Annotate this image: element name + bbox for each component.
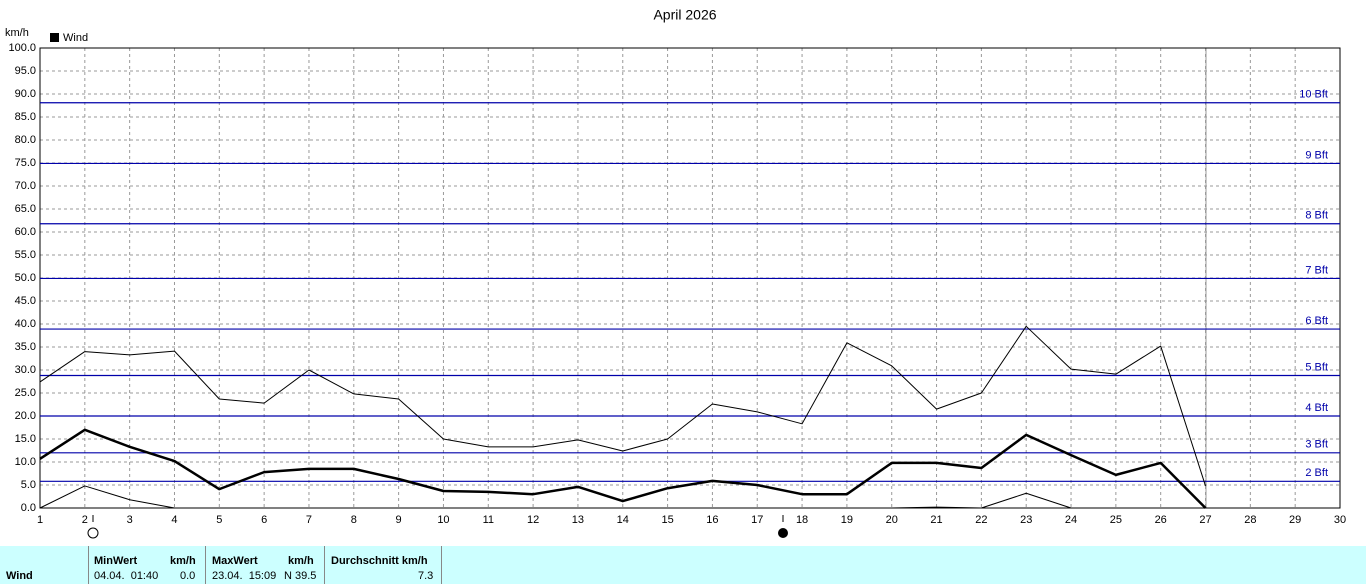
y-tick-label: 65.0 xyxy=(15,203,36,215)
cell: 7.3 xyxy=(418,570,434,582)
x-tick-label: 17 xyxy=(751,514,763,526)
x-tick-label: 3 xyxy=(127,514,133,526)
y-tick-label: 0.0 xyxy=(21,502,36,514)
x-tick-label: 1 xyxy=(37,514,43,526)
beaufort-label: 6 Bft xyxy=(1305,315,1328,327)
legend-label: Wind xyxy=(63,32,88,44)
x-tick-label: 22 xyxy=(975,514,987,526)
x-tick-label: 2 xyxy=(82,514,88,526)
x-tick-label: 6 xyxy=(261,514,267,526)
separator xyxy=(324,546,325,584)
x-tick-label: 29 xyxy=(1289,514,1301,526)
x-tick-label: 15 xyxy=(661,514,673,526)
x-tick-label: 10 xyxy=(437,514,449,526)
header: km/h xyxy=(170,555,196,567)
y-tick-label: 25.0 xyxy=(15,387,36,399)
wind-line xyxy=(39,485,1206,509)
row-label: Wind xyxy=(6,570,33,582)
beaufort-label: 3 Bft xyxy=(1305,439,1328,451)
x-tick-label: 8 xyxy=(351,514,357,526)
x-tick-label: 12 xyxy=(527,514,539,526)
cell: 0.0 xyxy=(180,570,196,582)
separator xyxy=(205,546,206,584)
x-tick-label: 4 xyxy=(171,514,177,526)
beaufort-label: 2 Bft xyxy=(1305,467,1328,479)
separator xyxy=(88,546,89,584)
x-tick-label: 19 xyxy=(841,514,853,526)
x-tick-label: 25 xyxy=(1110,514,1122,526)
x-tick-label: 9 xyxy=(396,514,402,526)
beaufort-label: 4 Bft xyxy=(1305,402,1328,414)
new-moon-icon xyxy=(778,528,788,538)
y-tick-label: 90.0 xyxy=(15,88,36,100)
y-tick-label: 70.0 xyxy=(15,180,36,192)
header: Durchschnitt km/h xyxy=(331,555,428,567)
x-tick-label: 20 xyxy=(886,514,898,526)
x-tick-label: 14 xyxy=(617,514,629,526)
beaufort-label: 7 Bft xyxy=(1305,264,1328,276)
x-tick-label: 13 xyxy=(572,514,584,526)
y-tick-label: 15.0 xyxy=(15,433,36,445)
x-tick-label: 28 xyxy=(1244,514,1256,526)
cell: 04.04. 01:40 xyxy=(94,570,159,582)
y-tick-label: 85.0 xyxy=(15,111,36,123)
wind-line xyxy=(39,428,1207,509)
chart-title: April 2026 xyxy=(653,7,716,23)
legend-swatch xyxy=(50,33,59,42)
full-moon-icon xyxy=(87,527,99,539)
x-tick-label: 30 xyxy=(1334,514,1346,526)
y-tick-label: 60.0 xyxy=(15,226,36,238)
y-tick-label: 5.0 xyxy=(21,479,36,491)
x-tick-label: 18 xyxy=(796,514,808,526)
y-tick-label: 50.0 xyxy=(15,272,36,284)
beaufort-label: 5 Bft xyxy=(1305,361,1328,373)
header: MaxWert xyxy=(212,555,258,567)
x-tick-label: 24 xyxy=(1065,514,1077,526)
y-tick-label: 95.0 xyxy=(15,65,36,77)
y-tick-label: 10.0 xyxy=(15,456,36,468)
y-tick-label: 30.0 xyxy=(15,364,36,376)
x-tick-label: 23 xyxy=(1020,514,1032,526)
y-tick-label: 100.0 xyxy=(8,42,36,54)
x-tick-label: 27 xyxy=(1199,514,1211,526)
wind-line xyxy=(39,325,1206,487)
header: km/h xyxy=(288,555,314,567)
x-tick-label: 11 xyxy=(483,514,494,526)
x-tick-label: 21 xyxy=(930,514,942,526)
x-tick-label: 7 xyxy=(306,514,312,526)
y-tick-label: 80.0 xyxy=(15,134,36,146)
x-tick-label: 5 xyxy=(216,514,222,526)
header: MinWert xyxy=(94,555,138,567)
chart: April 2026 km/h Wind 0.0 5.0 10.0 15.0 20.0 2… xyxy=(5,7,1346,539)
separator xyxy=(441,546,442,584)
summary-table: Wind MinWert km/h 04.04. 01:40 0.0 MaxWe… xyxy=(0,546,1366,584)
y-axis-label: km/h xyxy=(5,27,29,39)
x-tick-label: 26 xyxy=(1155,514,1167,526)
beaufort-label: 10 Bft xyxy=(1299,89,1328,101)
x-tick-label: 16 xyxy=(706,514,718,526)
cell: 23.04. 15:09 xyxy=(212,570,277,582)
y-tick-label: 55.0 xyxy=(15,249,36,261)
beaufort-label: 8 Bft xyxy=(1305,210,1328,222)
y-tick-label: 45.0 xyxy=(15,295,36,307)
beaufort-label: 9 Bft xyxy=(1305,149,1328,161)
y-tick-label: 40.0 xyxy=(15,318,36,330)
y-tick-label: 35.0 xyxy=(15,341,36,353)
cell: N 39.5 xyxy=(284,570,317,582)
y-tick-label: 75.0 xyxy=(15,157,36,169)
y-tick-label: 20.0 xyxy=(15,410,36,422)
